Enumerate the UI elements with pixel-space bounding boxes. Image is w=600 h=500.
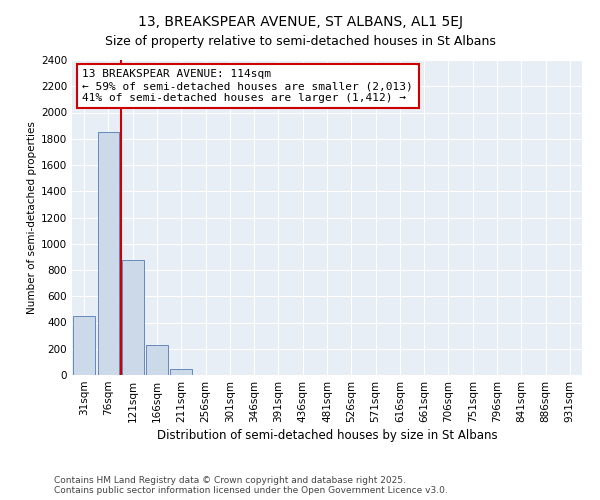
Bar bbox=[146, 345, 168, 375]
Bar bbox=[122, 260, 143, 375]
X-axis label: Distribution of semi-detached houses by size in St Albans: Distribution of semi-detached houses by … bbox=[157, 429, 497, 442]
Text: 13, BREAKSPEAR AVENUE, ST ALBANS, AL1 5EJ: 13, BREAKSPEAR AVENUE, ST ALBANS, AL1 5E… bbox=[137, 15, 463, 29]
Text: Size of property relative to semi-detached houses in St Albans: Size of property relative to semi-detach… bbox=[104, 35, 496, 48]
Bar bbox=[170, 369, 192, 375]
Text: Contains HM Land Registry data © Crown copyright and database right 2025.
Contai: Contains HM Land Registry data © Crown c… bbox=[54, 476, 448, 495]
Text: 13 BREAKSPEAR AVENUE: 114sqm
← 59% of semi-detached houses are smaller (2,013)
4: 13 BREAKSPEAR AVENUE: 114sqm ← 59% of se… bbox=[82, 70, 413, 102]
Bar bbox=[97, 132, 119, 375]
Y-axis label: Number of semi-detached properties: Number of semi-detached properties bbox=[27, 121, 37, 314]
Bar bbox=[73, 316, 95, 375]
